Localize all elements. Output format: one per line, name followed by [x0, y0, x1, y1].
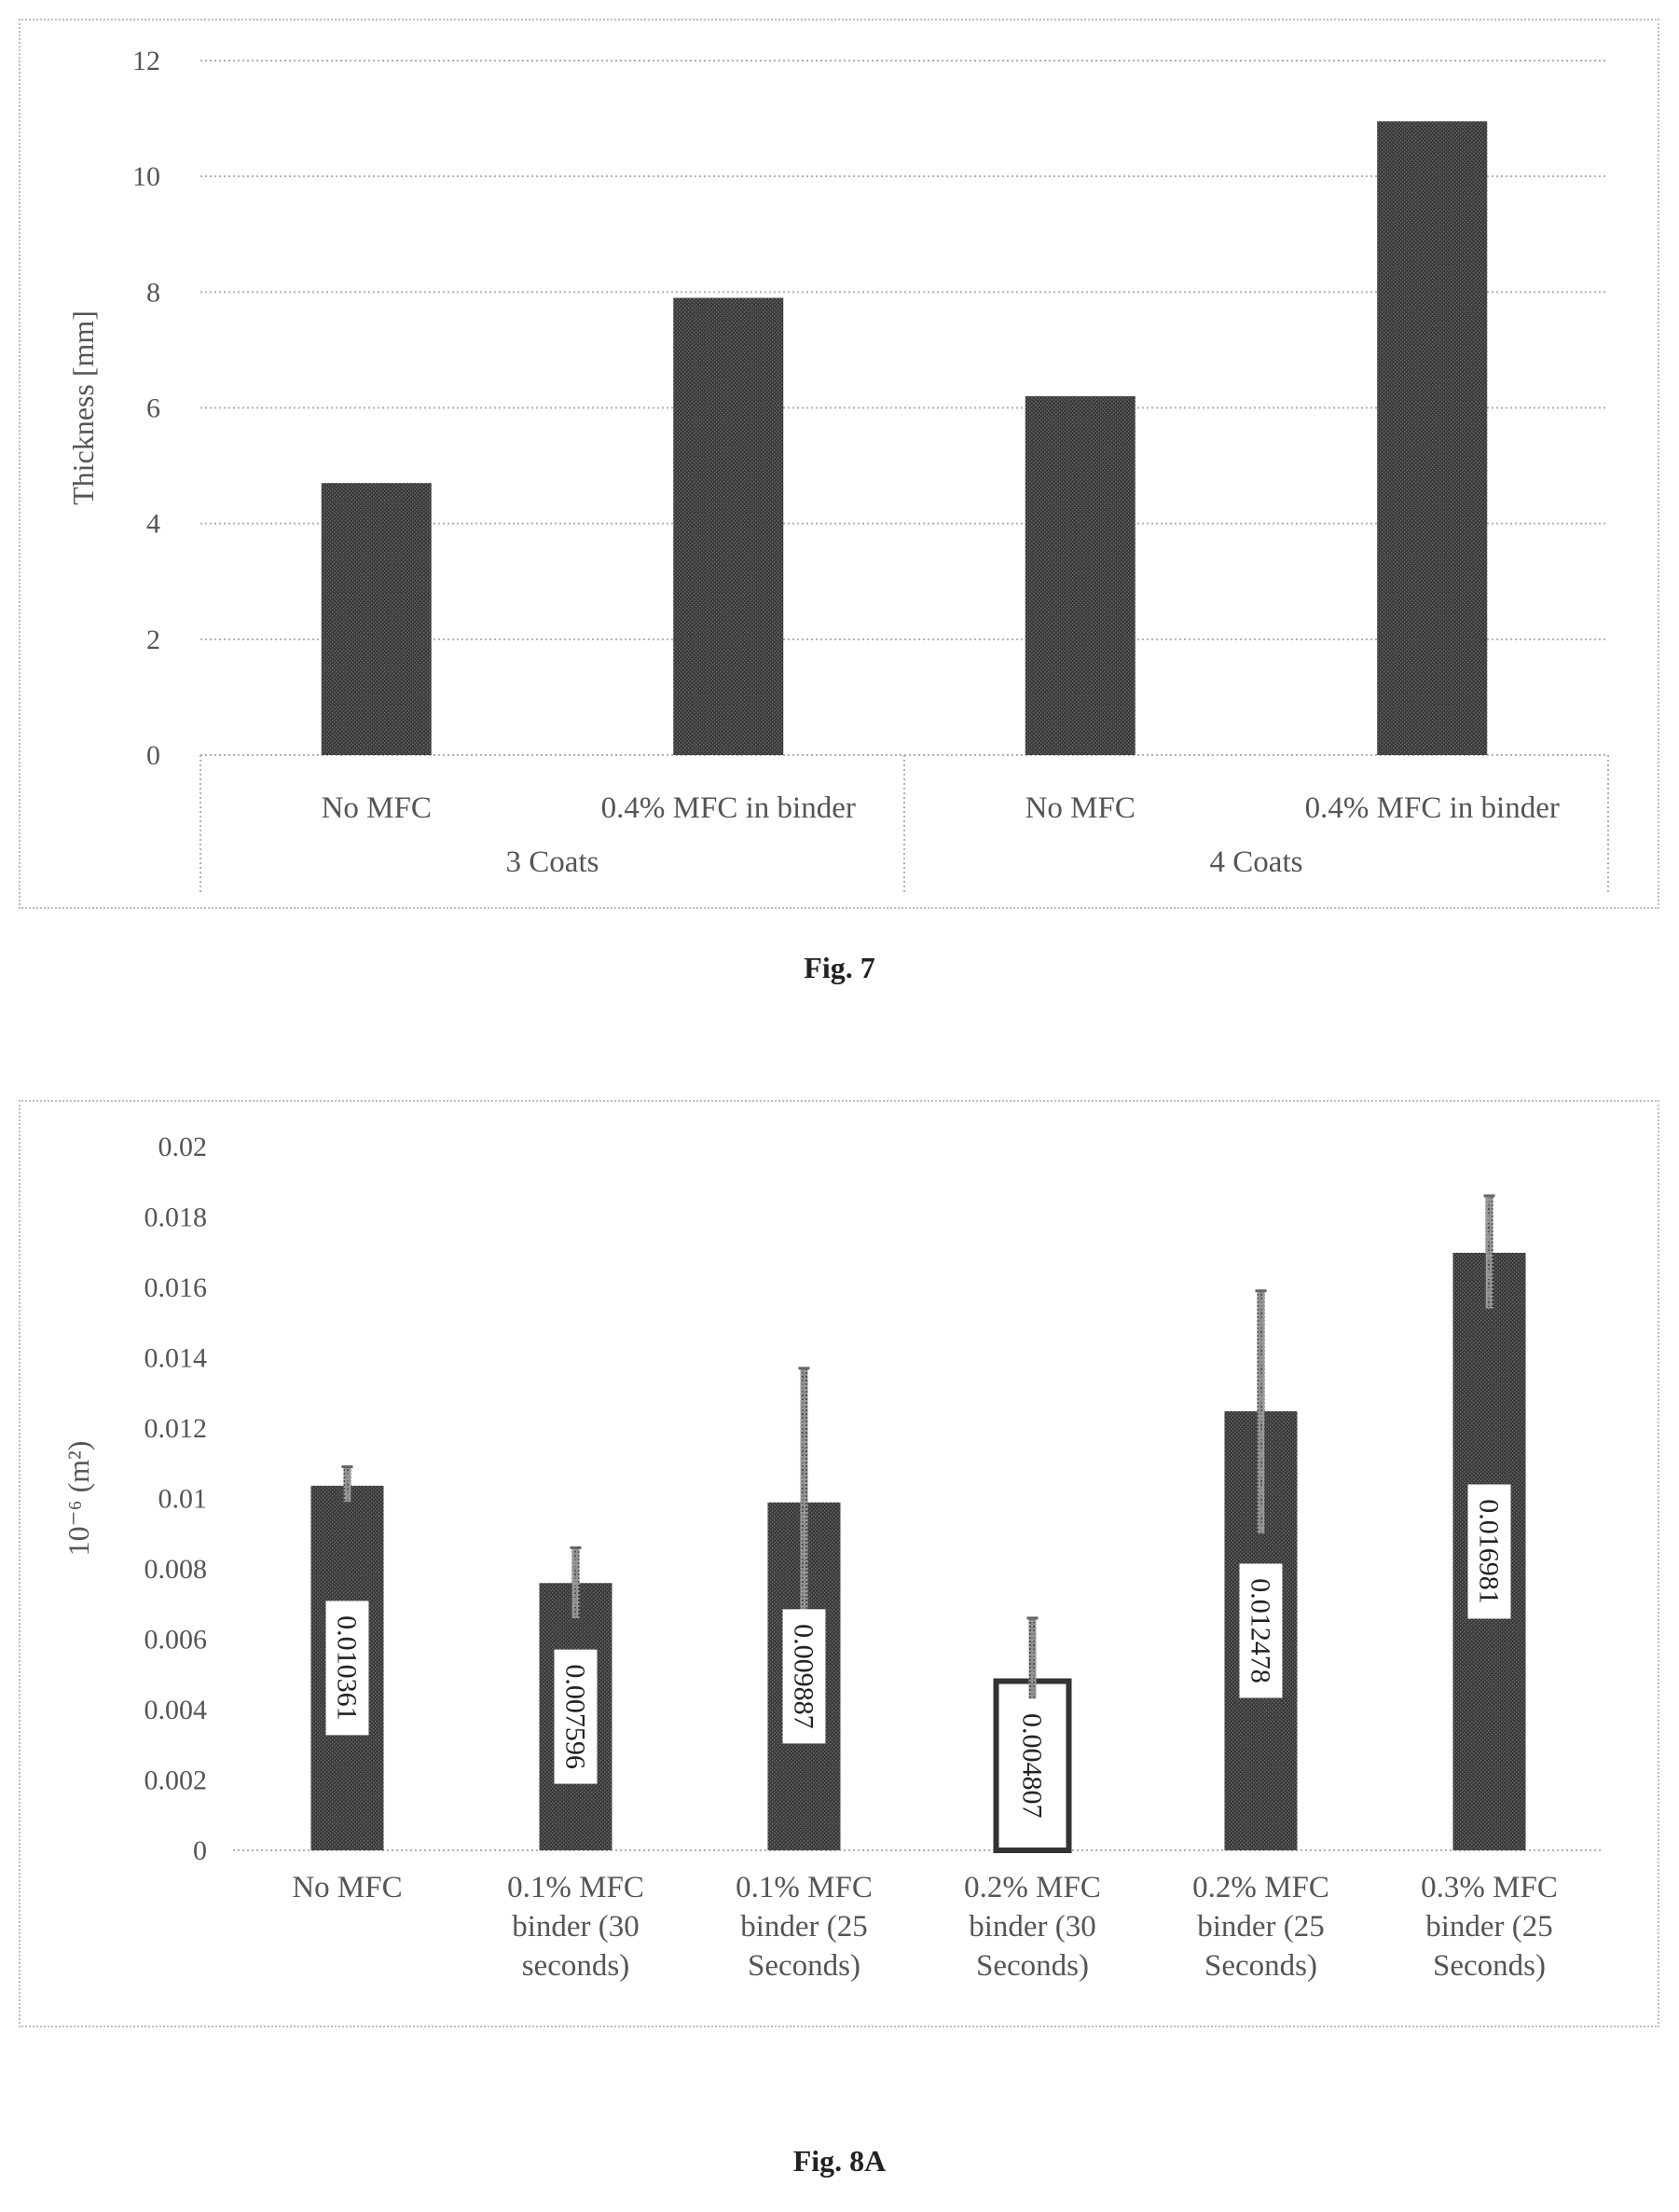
y-tick-label: 4: [146, 509, 160, 540]
data-label-group: 0.004807: [1011, 1698, 1054, 1834]
y-tick-label: 0: [193, 1835, 207, 1866]
x-tick-label: 0.1% MFC: [507, 1871, 644, 1904]
x-tick-label: binder (30: [512, 1910, 640, 1944]
x-tick-label: 0.4% MFC in binder: [601, 791, 856, 825]
x-tick-label: 0.2% MFC: [964, 1871, 1101, 1904]
data-label: 0.004807: [1017, 1713, 1048, 1819]
fig7-chart: 0 2 4 6 8 10 12 Thickness [mm] No MFC 0.4% MFC in…: [66, 46, 1609, 895]
data-label-box: [1239, 1563, 1283, 1698]
x-tick-label: Seconds): [1204, 1949, 1317, 1983]
x-tick-label: 0.4% MFC in binder: [1305, 791, 1560, 825]
y-tick-label: 8: [146, 277, 160, 308]
data-label-box: [325, 1601, 369, 1736]
y-tick-label: 0.002: [145, 1765, 208, 1796]
x-tick-label: 0.2% MFC: [1192, 1871, 1329, 1904]
data-label-group: 0.010361: [325, 1601, 369, 1736]
data-label: 0.009887: [789, 1624, 819, 1729]
y-tick-label: 0.01: [158, 1484, 208, 1515]
group-label: 3 Coats: [506, 845, 599, 879]
y-tick-label: 2: [146, 625, 160, 655]
fig8a-chart: 0 0.002 0.004 0.006 0.008 0.01 0.012 0.014 0.016…: [62, 1132, 1603, 1983]
data-label: 0.012478: [1245, 1578, 1276, 1683]
y-tick-label: 0.02: [158, 1132, 208, 1162]
data-label-group: 0.016981: [1467, 1484, 1511, 1619]
x-tick-label: No MFC: [292, 1871, 402, 1904]
x-tick-label: Seconds): [1433, 1949, 1546, 1983]
data-label: 0.007596: [560, 1664, 591, 1769]
group-label: 4 Coats: [1210, 845, 1303, 879]
y-tick-label: 6: [146, 393, 160, 424]
fig7-caption: Fig. 7: [804, 951, 875, 984]
x-tick-label: binder (25: [1197, 1910, 1325, 1944]
fig7-chart-frame: [19, 19, 1659, 909]
x-tick-label: Seconds): [976, 1949, 1089, 1983]
y-tick-label: 0: [146, 740, 160, 771]
x-tick-label: binder (25: [740, 1910, 868, 1944]
data-label: 0.016981: [1474, 1499, 1505, 1604]
bar: [673, 297, 784, 755]
bar: [1025, 396, 1135, 755]
data-label-group: 0.009887: [782, 1609, 826, 1744]
bar: [321, 483, 432, 755]
x-tick-label: 0.3% MFC: [1421, 1871, 1558, 1904]
x-tick-label: binder (25: [1425, 1910, 1553, 1944]
data-label-box: [554, 1649, 598, 1784]
data-label-box: [1467, 1484, 1511, 1619]
bar: [1377, 121, 1488, 755]
x-tick-label: seconds): [522, 1949, 629, 1983]
x-tick-label: binder (30: [969, 1910, 1096, 1944]
x-tick-label: No MFC: [322, 791, 432, 825]
y-tick-label: 0.008: [145, 1554, 208, 1585]
data-label: 0.010361: [332, 1615, 363, 1721]
y-tick-label: 0.004: [145, 1695, 208, 1725]
data-label-group: 0.007596: [554, 1649, 598, 1784]
data-label-group: 0.012478: [1239, 1563, 1283, 1698]
fig8a-chart-frame: [19, 1100, 1659, 2027]
y-tick-label: 10: [132, 161, 160, 192]
x-tick-label: Seconds): [748, 1949, 860, 1983]
y-tick-label: 12: [132, 46, 160, 76]
fig8a-caption: Fig. 8A: [792, 2144, 887, 2178]
data-label-box: [1011, 1698, 1054, 1834]
y-tick-label: 0.016: [145, 1272, 208, 1303]
data-label-box: [782, 1609, 826, 1744]
y-tick-label: 0.018: [145, 1202, 208, 1233]
y-tick-label: 0.006: [145, 1625, 208, 1656]
y-axis-label: Thickness [mm]: [66, 310, 100, 505]
y-tick-label: 0.012: [145, 1413, 208, 1444]
y-axis-label: 10⁻⁶ (m²): [62, 1441, 95, 1557]
x-tick-label: 0.1% MFC: [736, 1871, 873, 1904]
x-tick-label: No MFC: [1025, 791, 1135, 825]
y-tick-label: 0.014: [145, 1343, 208, 1374]
